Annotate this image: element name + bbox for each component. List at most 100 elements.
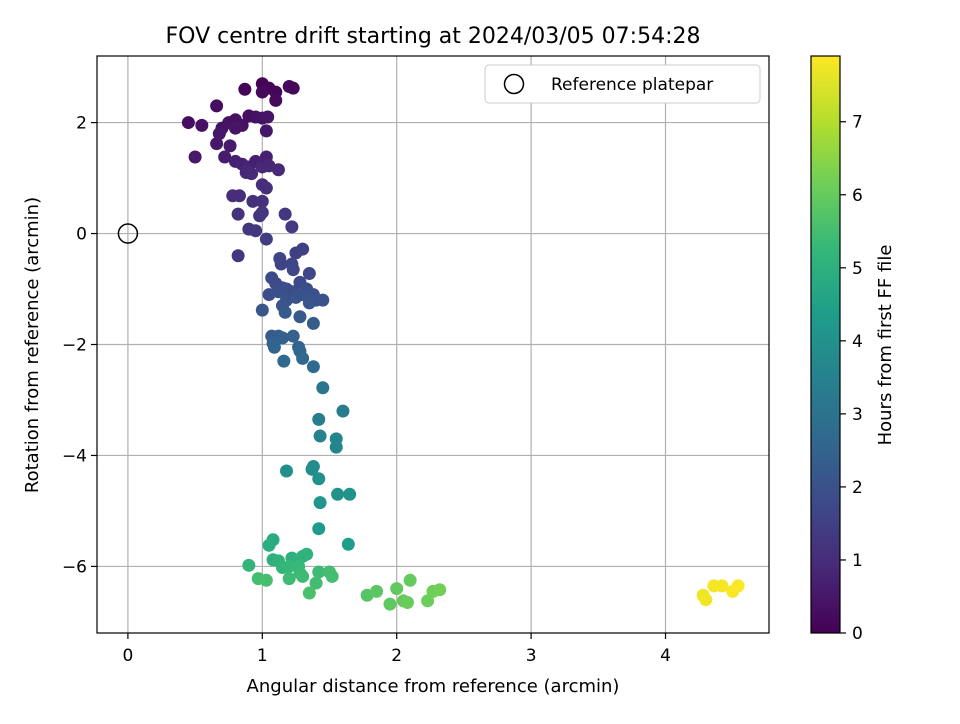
y-axis-label: Rotation from reference (arcmin): [22, 197, 43, 493]
data-point: [242, 558, 256, 572]
data-point: [255, 194, 269, 208]
data-point: [293, 310, 307, 324]
data-point: [238, 82, 252, 96]
colorbar-tick-label: 5: [852, 259, 863, 279]
x-tick-label: 1: [257, 646, 268, 666]
data-point: [383, 597, 397, 611]
data-point: [188, 150, 202, 164]
legend: Reference platepar: [484, 64, 761, 104]
data-point: [223, 139, 237, 153]
grid-lines: [97, 56, 769, 633]
data-point: [277, 354, 291, 368]
chart-title: FOV centre drift starting at 2024/03/05 …: [166, 24, 701, 49]
data-point: [269, 93, 283, 107]
data-point: [218, 150, 232, 164]
colorbar-tick-label: 6: [852, 186, 863, 206]
data-point: [278, 305, 292, 319]
data-point: [400, 595, 414, 609]
colorbar-label: Hours from first FF file: [875, 245, 896, 446]
data-point: [343, 487, 357, 501]
data-point: [249, 224, 263, 238]
data-point: [282, 572, 296, 586]
data-point: [302, 586, 316, 600]
legend-reference-label: Reference platepar: [551, 75, 713, 95]
data-point: [255, 303, 269, 317]
data-point: [302, 296, 316, 310]
y-tick-label: 0: [76, 225, 87, 245]
colorbar-tick-label: 1: [852, 551, 863, 571]
data-point: [421, 594, 435, 608]
data-point: [296, 569, 310, 583]
data-point: [313, 429, 327, 443]
data-point: [316, 381, 330, 395]
colorbar-ticks: 0 1 2 3 4 5 6 7: [840, 113, 863, 644]
colorbar-gradient: [811, 56, 840, 633]
data-point: [212, 127, 226, 141]
data-point: [302, 266, 316, 280]
scatter-points: [181, 77, 745, 611]
data-point: [246, 194, 260, 208]
data-point: [731, 579, 745, 593]
colorbar-tick-label: 7: [852, 113, 863, 133]
data-point: [390, 582, 404, 596]
data-point: [210, 99, 224, 113]
reference-marker-group: [117, 223, 139, 244]
data-point: [286, 263, 300, 277]
data-point: [296, 351, 310, 365]
data-point: [312, 522, 326, 536]
data-point: [296, 242, 310, 256]
data-point: [325, 569, 339, 583]
data-point: [370, 584, 384, 598]
x-tick-label: 0: [122, 646, 133, 666]
data-point: [280, 464, 294, 478]
x-axis-ticks: 0 1 2 3 4: [122, 633, 671, 666]
x-tick-label: 2: [391, 646, 402, 666]
y-tick-label: −2: [62, 336, 87, 356]
data-point: [312, 565, 326, 579]
data-point: [255, 205, 269, 219]
y-tick-label: −6: [62, 557, 87, 577]
data-point: [228, 121, 242, 135]
data-point: [259, 232, 273, 246]
legend-reference-marker: [503, 73, 525, 95]
data-point: [331, 487, 345, 501]
data-point: [232, 189, 246, 203]
data-point: [286, 81, 300, 95]
data-point: [271, 163, 285, 177]
colorbar-tick-label: 4: [852, 332, 863, 352]
data-point: [274, 257, 288, 271]
data-point: [433, 583, 447, 597]
data-point: [329, 440, 343, 454]
data-point: [278, 207, 292, 221]
data-point: [309, 576, 323, 590]
data-point: [306, 360, 320, 374]
data-point: [316, 293, 330, 307]
colorbar-frame: [810, 55, 841, 634]
data-point: [285, 220, 299, 234]
data-point: [259, 181, 273, 195]
colorbar-tick-label: 2: [852, 478, 863, 498]
reference-platepar-marker: [117, 223, 139, 244]
colorbar-tick-label: 3: [852, 405, 863, 425]
y-axis-ticks: −6 −4 −2 0 2: [62, 114, 97, 577]
data-point: [275, 331, 289, 345]
data-point: [259, 573, 273, 587]
data-point: [715, 579, 729, 593]
data-point: [255, 85, 269, 99]
data-point: [271, 285, 285, 299]
data-point: [262, 538, 276, 552]
x-axis-label: Angular distance from reference (arcmin): [247, 676, 620, 697]
data-point: [245, 167, 259, 181]
legend-box: [484, 64, 761, 104]
data-point: [305, 462, 319, 476]
x-tick-label: 4: [660, 646, 671, 666]
data-point: [210, 137, 224, 151]
x-tick-label: 3: [526, 646, 537, 666]
data-point: [181, 116, 195, 130]
data-point: [259, 124, 273, 138]
data-point: [403, 573, 417, 587]
data-point: [267, 340, 281, 354]
y-tick-label: −4: [62, 446, 87, 466]
